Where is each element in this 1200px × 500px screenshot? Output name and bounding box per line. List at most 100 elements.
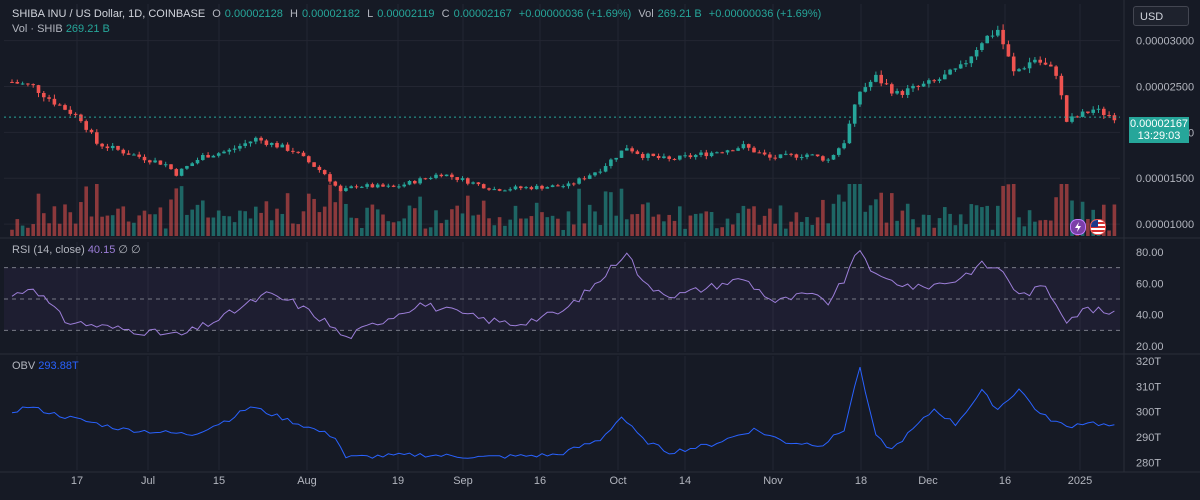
- rsi-tick-label: 80.00: [1136, 247, 1164, 259]
- volume-bar: [381, 214, 385, 236]
- volume-bar: [1017, 217, 1021, 236]
- volume-bar: [789, 221, 793, 236]
- us-flag-icon[interactable]: [1090, 219, 1106, 235]
- volume-legend[interactable]: Vol · SHIB 269.21 B: [12, 23, 110, 35]
- volume-bar: [42, 213, 46, 236]
- price-change: +0.00000036 (+1.69%): [518, 8, 632, 20]
- volume-bar: [243, 211, 247, 236]
- obv-tick-label: 290T: [1136, 432, 1161, 444]
- volume-bar: [15, 219, 20, 236]
- candle-body: [418, 178, 422, 184]
- volume-bar: [413, 208, 417, 236]
- volume-bar: [174, 188, 179, 236]
- candle-body: [423, 178, 428, 180]
- candle-body: [391, 185, 396, 187]
- last-price-tag: 0.00002167 13:29:03: [1129, 117, 1189, 143]
- volume-bar: [142, 210, 147, 236]
- candle-body: [550, 185, 555, 188]
- candle-body: [821, 156, 825, 161]
- candle-body: [169, 164, 173, 170]
- candle-body: [741, 144, 746, 149]
- volume-bar: [582, 223, 587, 236]
- currency-button[interactable]: USD: [1133, 6, 1189, 26]
- symbol-name[interactable]: SHIBA INU / US Dollar, 1D, COINBASE: [12, 8, 206, 20]
- candle-body: [508, 189, 512, 191]
- volume-bar: [958, 214, 963, 236]
- rsi-pane: 80.00 60.00 40.00 20.00: [4, 247, 1164, 353]
- vol-value: 269.21 B: [657, 8, 702, 20]
- candle-body: [497, 189, 502, 191]
- volume-bar: [752, 206, 756, 236]
- candle-body: [937, 79, 942, 81]
- volume-bars: [10, 184, 1117, 236]
- volume-bar: [280, 213, 285, 236]
- volume-bar: [1033, 221, 1037, 236]
- volume-bar: [259, 212, 263, 236]
- volume-bar: [360, 228, 364, 236]
- candle-body: [444, 174, 449, 177]
- candle-body: [1064, 95, 1069, 122]
- candle-body: [174, 169, 179, 176]
- candle-body: [201, 155, 205, 160]
- volume-bar: [927, 215, 931, 236]
- volume-bar: [921, 214, 926, 236]
- volume-bar: [375, 209, 380, 236]
- volume-bar: [778, 205, 783, 236]
- volume-bar: [418, 196, 422, 236]
- volume-bar: [317, 212, 322, 236]
- candle-body: [974, 49, 979, 57]
- volume-bar: [545, 217, 550, 236]
- candle-body: [349, 186, 353, 189]
- volume-bar: [736, 213, 740, 236]
- candle-body: [630, 148, 634, 152]
- candle-body: [662, 156, 666, 159]
- volume-bar: [264, 201, 269, 236]
- volume-bar: [269, 220, 274, 236]
- x-tick-label: Jul: [141, 475, 155, 487]
- candle-body: [397, 186, 401, 188]
- rsi-legend[interactable]: RSI (14, close) 40.15 ∅ ∅: [12, 243, 141, 256]
- candle-body: [232, 148, 237, 150]
- candle-body: [36, 85, 41, 93]
- high-label: H: [289, 8, 298, 20]
- candle-body: [921, 83, 926, 87]
- candle-body: [572, 183, 576, 185]
- rsi-legend-label: RSI (14, close): [12, 244, 85, 256]
- volume-bar: [762, 215, 767, 236]
- volume-bar: [450, 209, 454, 236]
- volume-bar: [36, 193, 41, 236]
- candle-body: [534, 185, 539, 190]
- candle-body: [381, 184, 385, 187]
- candle-body: [375, 184, 380, 188]
- volume-bar: [1107, 230, 1111, 236]
- candle-body: [709, 152, 714, 157]
- volume-bar: [884, 222, 889, 236]
- x-tick-label: 16: [534, 475, 546, 487]
- obv-tick-label: 310T: [1136, 381, 1161, 393]
- rsi-line: [11, 249, 1115, 340]
- volume-bar: [20, 225, 25, 236]
- candle-body: [89, 129, 94, 133]
- candle-body: [826, 159, 830, 161]
- volume-bar: [248, 218, 253, 236]
- candle-body: [248, 141, 253, 144]
- volume-bar: [863, 211, 868, 236]
- volume-bar: [79, 202, 83, 236]
- x-tick-label: Dec: [918, 475, 938, 487]
- candle-body: [704, 152, 709, 157]
- candle-body: [837, 148, 841, 155]
- candle-body: [116, 145, 120, 150]
- volume-bar: [460, 213, 465, 236]
- x-axis: 17 Jul 15 Aug 19 Sep 16 Oct 14 Nov 18 Dec 16 2025: [71, 4, 1092, 487]
- volume-bar: [444, 219, 449, 236]
- candle-body: [731, 150, 735, 152]
- flash-icon[interactable]: [1070, 219, 1086, 235]
- obv-pane: 320T 310T 300T 290T 280T: [11, 356, 1161, 469]
- obv-legend[interactable]: OBV 293.88T: [12, 360, 79, 372]
- obv-line: [11, 366, 1115, 459]
- volume-bar: [1080, 201, 1085, 236]
- volume-bar: [121, 206, 126, 236]
- volume-bar: [275, 208, 279, 236]
